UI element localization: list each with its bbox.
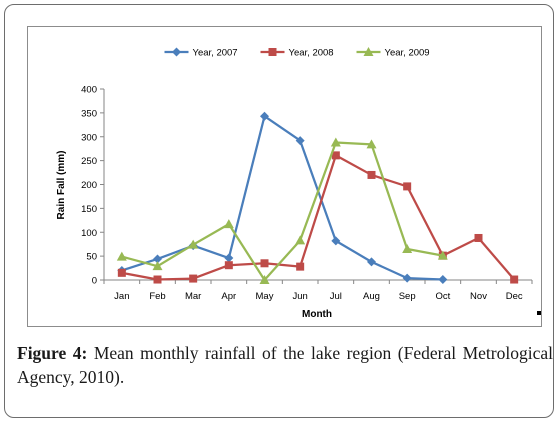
data-point <box>331 236 341 246</box>
y-tick-label: 400 <box>81 85 97 96</box>
x-tick-label: Dec <box>506 291 523 302</box>
legend-swatch-marker <box>172 47 181 57</box>
data-point <box>295 235 306 245</box>
data-point <box>402 273 412 283</box>
y-axis: 0 50 100 150 200 250 300 350 400 <box>81 85 105 287</box>
data-point <box>438 275 448 285</box>
series-line <box>121 141 444 282</box>
data-point <box>296 262 305 271</box>
data-point <box>260 259 269 268</box>
series-line <box>121 154 516 281</box>
y-tick-label: 300 <box>81 132 97 143</box>
data-point <box>330 137 341 147</box>
y-tick-label: 100 <box>81 228 97 239</box>
x-tick-label: Feb <box>149 291 165 302</box>
x-tick-label: Sep <box>399 291 416 302</box>
data-point <box>117 268 126 277</box>
data-point <box>295 136 305 146</box>
legend-item: Year, 2009 <box>356 47 430 59</box>
y-tick-label: 0 <box>92 276 97 287</box>
data-point <box>223 219 234 229</box>
data-point <box>367 257 376 267</box>
x-tick-label: Aug <box>363 291 380 302</box>
y-tick-label: 50 <box>86 252 97 263</box>
x-tick-label: Apr <box>221 291 236 302</box>
caption-text: Mean monthly rainfall of the lake region… <box>17 343 553 387</box>
rainfall-line-chart: Year, 2007 Year, 2008 Year, 2009 0 50 100 150… <box>56 47 533 320</box>
legend: Year, 2007 Year, 2008 Year, 2009 <box>164 47 430 59</box>
stray-dot <box>537 311 541 315</box>
series-2 <box>117 151 519 284</box>
data-point <box>403 182 412 191</box>
x-tick-label: Oct <box>435 291 450 302</box>
y-axis-title: Rain Fall (mm) <box>56 151 67 220</box>
figure-caption: Figure 4: Mean monthly rainfall of the l… <box>17 341 553 389</box>
data-point <box>224 253 234 263</box>
legend-label: Year, 2009 <box>385 48 430 59</box>
data-point <box>188 239 199 249</box>
x-axis-title: Month <box>302 309 332 320</box>
x-tick-label: Jan <box>114 291 129 302</box>
x-tick-label: May <box>256 291 274 302</box>
legend-swatch-marker <box>363 47 374 56</box>
data-point <box>331 151 340 160</box>
x-axis: Jan Feb Mar Apr May Jun Jul Aug Sep Oct Nov Dec <box>103 279 533 302</box>
legend-item: Year, 2007 <box>164 47 238 59</box>
series-layer <box>116 111 519 285</box>
data-point <box>260 111 269 121</box>
data-point <box>116 251 127 261</box>
data-point <box>224 261 233 270</box>
data-point <box>152 261 163 271</box>
figure-frame: Year, 2007 Year, 2008 Year, 2009 0 50 100 150… <box>4 4 554 418</box>
y-tick-label: 350 <box>81 108 97 119</box>
data-point <box>510 275 519 284</box>
x-tick-label: Jul <box>330 291 342 302</box>
data-point <box>366 139 377 149</box>
series-line <box>121 115 443 281</box>
y-tick-label: 250 <box>81 156 97 167</box>
data-point <box>474 233 483 242</box>
series-3 <box>116 137 448 284</box>
data-point <box>402 243 413 253</box>
legend-label: Year, 2008 <box>289 48 334 59</box>
y-tick-label: 150 <box>81 204 97 215</box>
x-tick-label: Mar <box>185 291 201 302</box>
data-point <box>437 250 448 260</box>
data-point <box>189 274 198 283</box>
x-tick-label: Nov <box>470 291 487 302</box>
data-point <box>259 275 270 284</box>
y-tick-label: 200 <box>81 180 97 191</box>
caption-label: Figure 4: <box>17 343 88 363</box>
data-point <box>367 170 376 179</box>
chart-area: Year, 2007 Year, 2008 Year, 2009 0 50 100 150… <box>27 26 542 327</box>
x-tick-label: Jun <box>293 291 308 302</box>
series-1 <box>117 111 448 285</box>
legend-item: Year, 2008 <box>260 48 334 59</box>
legend-swatch-marker <box>268 48 277 56</box>
data-point <box>153 275 162 284</box>
legend-label: Year, 2007 <box>193 48 238 59</box>
